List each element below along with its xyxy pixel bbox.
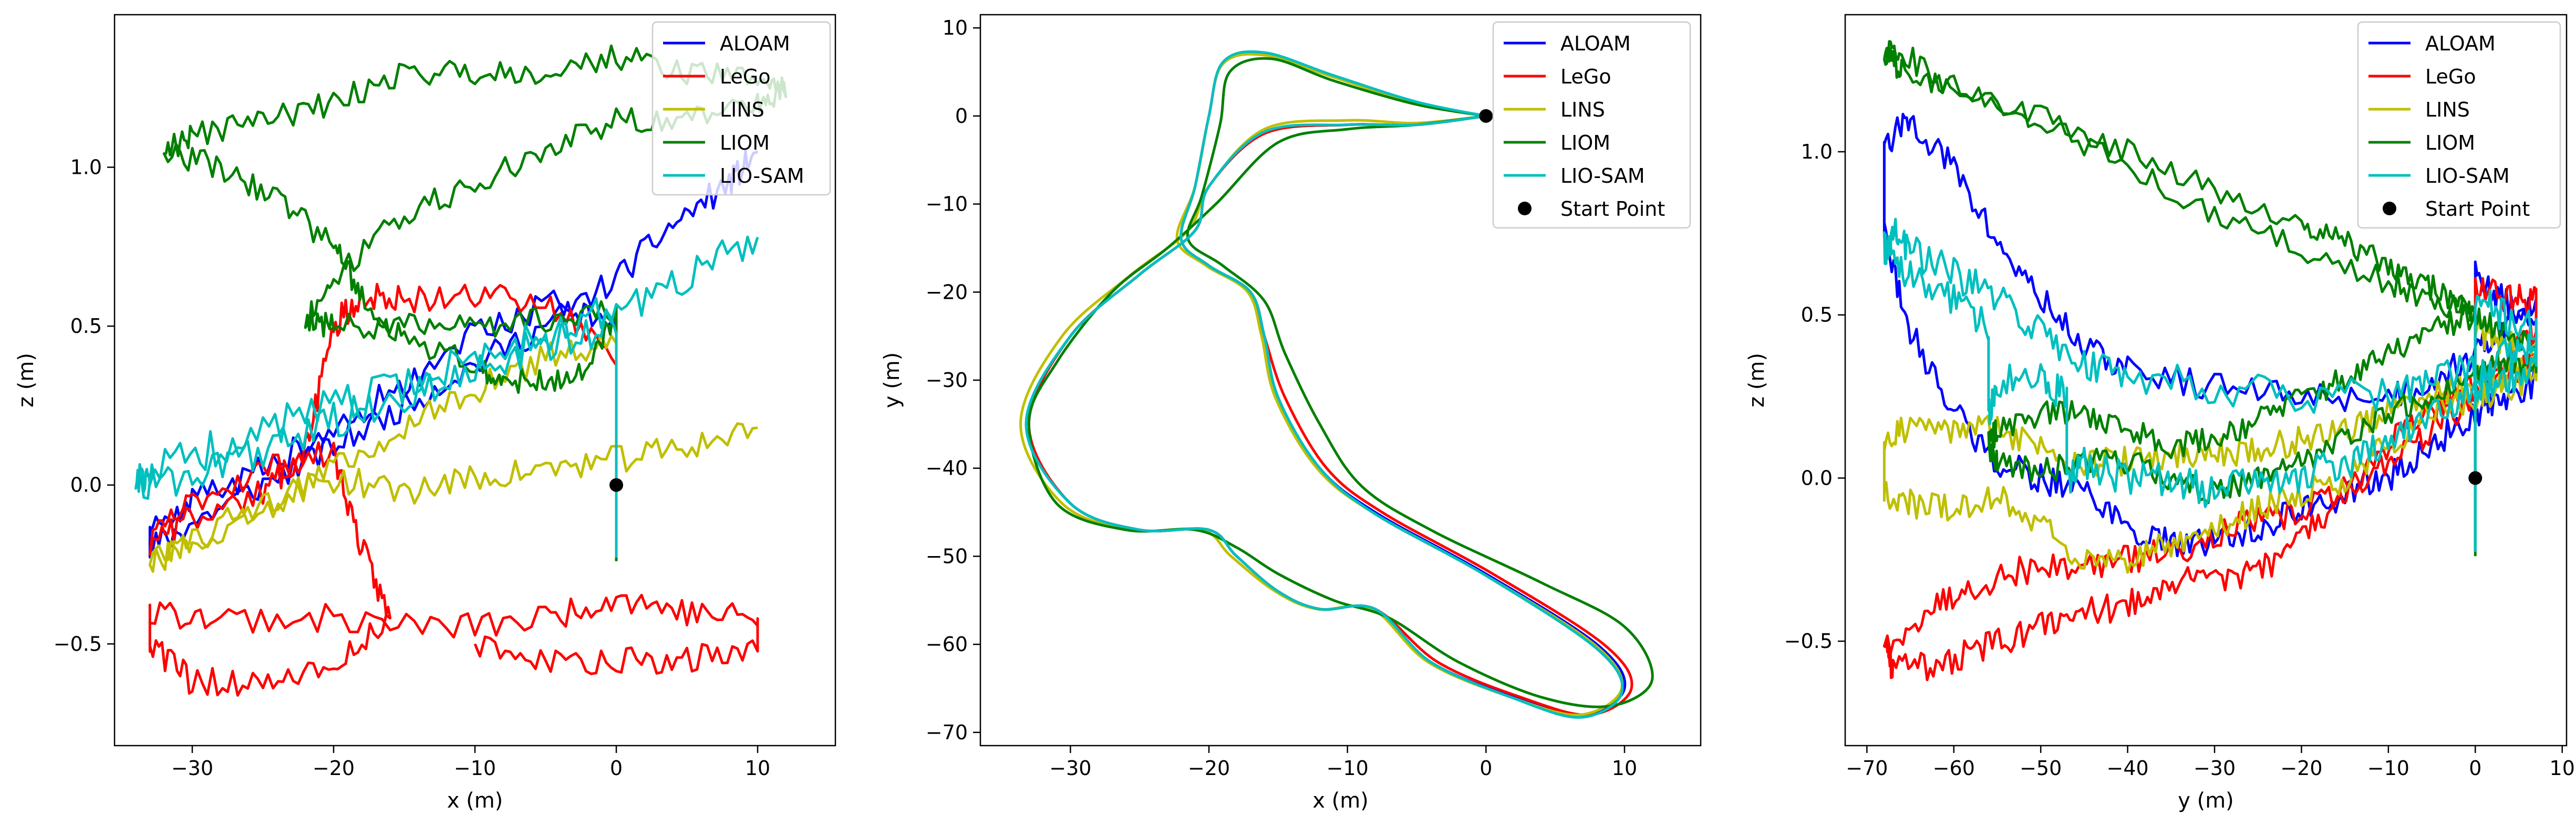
y-tick-label: −30: [926, 369, 968, 392]
x-tick-label: 0: [610, 757, 623, 780]
series-liom-line: [162, 44, 788, 561]
legend-box: [651, 21, 831, 196]
legend-entry-label: LIO-SAM: [1560, 164, 1645, 187]
legend-entry-label: ALOAM: [2425, 32, 2496, 55]
y-tick-label: 10: [943, 16, 968, 39]
legend-swatch-start-point: [1518, 202, 1532, 215]
x-tick-label: 0: [2469, 757, 2481, 780]
start-point-marker: [1479, 109, 1493, 123]
y-tick-label: −10: [926, 193, 968, 216]
y-tick-label: 0.5: [1801, 303, 1833, 327]
legend-entry-label: LIOM: [1560, 131, 1610, 154]
start-point-marker: [609, 478, 624, 492]
x-tick-label: −10: [1327, 757, 1369, 780]
y-axis-label: z (m): [1745, 353, 1769, 407]
legend: ALOAM LeGo LINS LIOM LIO-SAM Start Point: [1492, 21, 1691, 229]
series-lio-sam-line: [1882, 217, 2538, 552]
legend: ALOAM LeGo LINS LIOM LIO-SAM Start Point: [2357, 21, 2561, 229]
y-tick-label: −50: [926, 545, 968, 568]
legend-entry-label: LeGo: [2425, 65, 2476, 88]
series-lio-sam-line: [1025, 50, 1624, 719]
y-tick-label: 1.0: [70, 156, 102, 179]
x-tick-label: −60: [1933, 757, 1975, 780]
series-lines: [1882, 40, 2538, 682]
y-tick-label: −0.5: [1784, 630, 1833, 653]
series-lines: [1019, 50, 1654, 719]
y-tick-label: 0.5: [70, 315, 102, 338]
chart-panel-3: −70 −60 −50 −40 −30 −20 −10 0 10 −0.5 0.0 0.5 1.0 y (…: [1745, 14, 2575, 813]
x-tick-label: −20: [1188, 757, 1230, 780]
x-tick-label: −10: [2367, 757, 2409, 780]
y-tick-label: −20: [926, 280, 968, 303]
start-point-marker: [2468, 471, 2482, 485]
x-tick-label: −20: [2280, 757, 2322, 780]
series-lines: [134, 44, 788, 697]
legend-entry-label: LINS: [720, 98, 764, 121]
y-tick-label: −40: [926, 457, 968, 480]
x-tick-label: −10: [454, 757, 496, 780]
x-tick-label: −30: [2194, 757, 2236, 780]
series-lio-sam-line: [134, 235, 759, 558]
series-liom-line: [1027, 57, 1654, 708]
legend-entry-label: ALOAM: [1560, 32, 1631, 55]
legend-entry-label: Start Point: [2425, 197, 2530, 221]
y-tick-label: 0.0: [1801, 466, 1833, 489]
series-liom-line: [1882, 40, 2538, 557]
legend-entry-label: LIO-SAM: [2425, 164, 2510, 187]
y-tick-label: 1.0: [1801, 140, 1833, 163]
x-tick-label: −70: [1846, 757, 1888, 780]
legend-entry-label: Start Point: [1560, 197, 1665, 221]
x-axis-label: x (m): [1312, 789, 1369, 813]
legend-entry-label: ALOAM: [720, 32, 790, 55]
legend-entry-label: LIO-SAM: [720, 164, 804, 187]
y-axis-label: z (m): [14, 353, 38, 407]
x-tick-label: 10: [2550, 757, 2575, 780]
x-tick-label: 10: [745, 757, 770, 780]
y-tick-label: −60: [926, 633, 968, 656]
legend-entry-label: LINS: [1560, 98, 1605, 121]
legend-entry-label: LeGo: [1560, 65, 1611, 88]
axes-frame: [1844, 14, 2568, 747]
y-tick-label: 0: [955, 104, 968, 128]
y-tick-label: −0.5: [54, 632, 102, 655]
y-axis-label: y (m): [880, 352, 904, 409]
legend-entry-label: LIOM: [720, 131, 770, 154]
x-tick-label: −30: [171, 757, 213, 780]
y-tick-label: −70: [926, 721, 968, 744]
x-tick-label: −20: [313, 757, 355, 780]
x-axis-label: x (m): [447, 789, 503, 813]
x-axis-label: y (m): [2178, 789, 2234, 813]
legend-entry-label: LeGo: [720, 65, 771, 88]
x-tick-label: 0: [1480, 757, 1492, 780]
chart-panel-2: −30 −20 −10 0 10 −70 −60 −50 −40 −30 −20 −10 0 10 x (m…: [880, 14, 1702, 813]
series-lego-line: [148, 282, 759, 697]
legend-entry-label: LIOM: [2425, 131, 2475, 154]
chart-panel-1: −30 −20 −10 0 10 −0.5 0.0 0.5 1.0 x (m) z (m) ALOAM…: [14, 14, 836, 813]
x-tick-label: −30: [1049, 757, 1091, 780]
x-tick-label: 10: [1612, 757, 1637, 780]
legend-swatch-start-point: [2383, 202, 2396, 215]
legend-entry-label: LINS: [2425, 98, 2470, 121]
legend: ALOAM LeGo LINS LIOM LIO-SAM: [651, 21, 831, 196]
x-tick-label: −50: [2020, 757, 2062, 780]
x-tick-label: −40: [2107, 757, 2149, 780]
y-tick-label: 0.0: [70, 474, 102, 497]
